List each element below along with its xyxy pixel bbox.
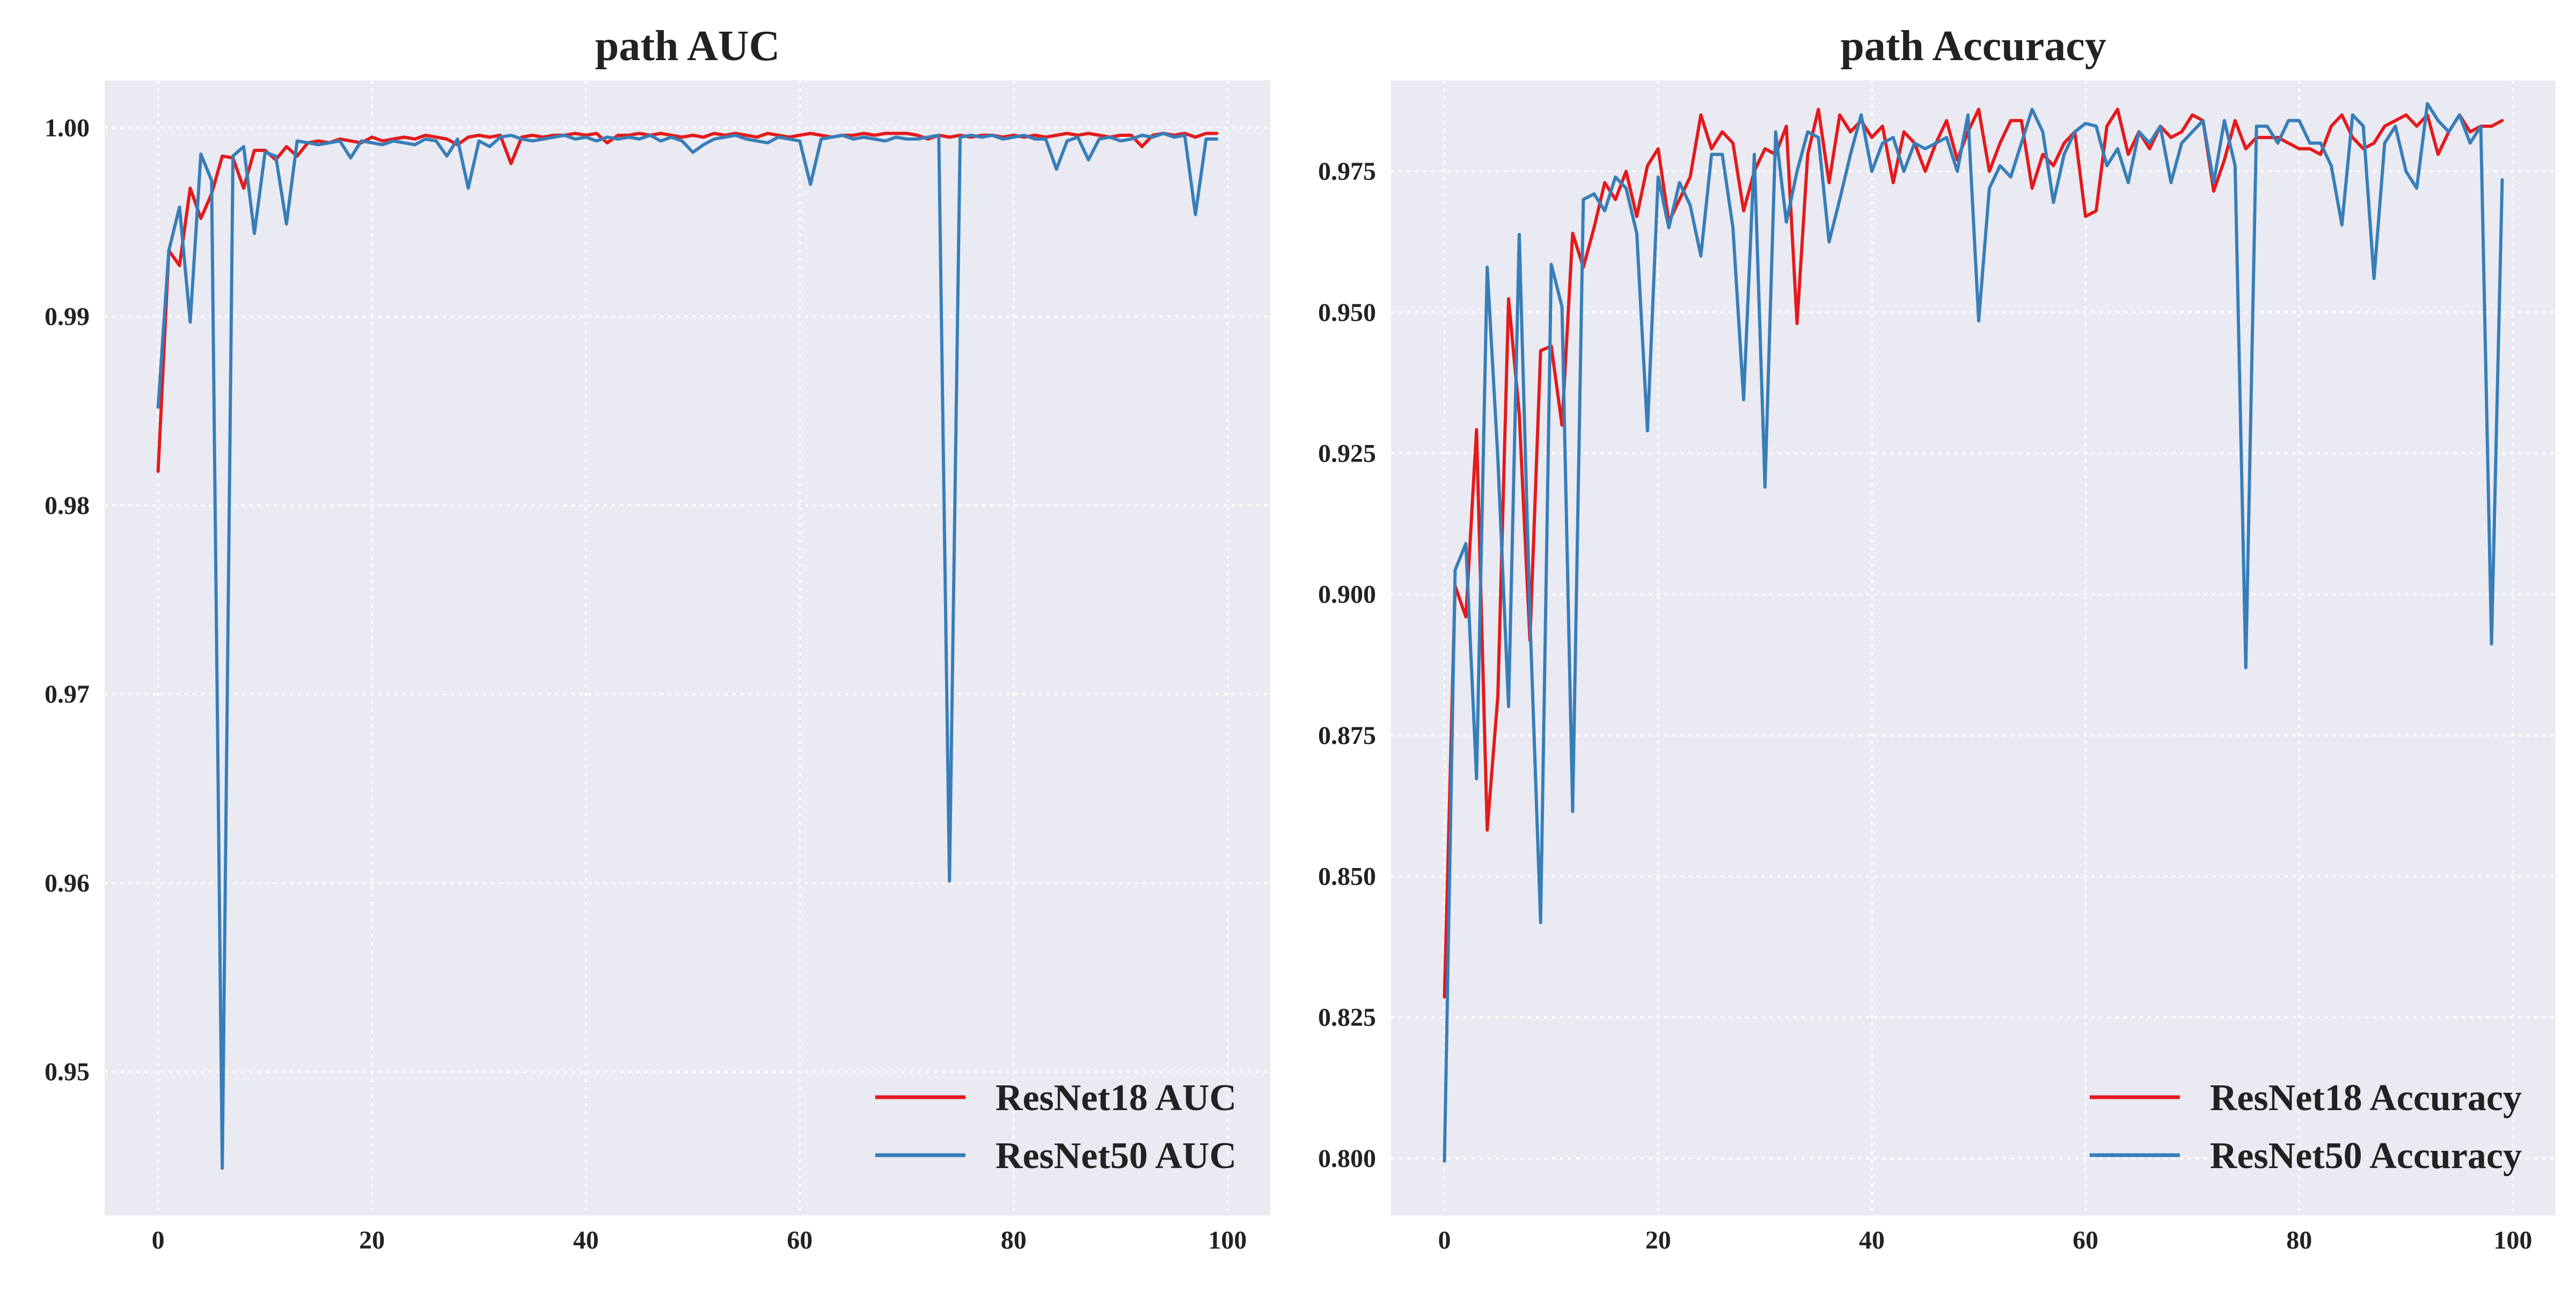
x-tick-label: 0 bbox=[152, 1226, 165, 1254]
legend-label: ResNet50 AUC bbox=[996, 1135, 1236, 1177]
y-tick-label: 0.99 bbox=[45, 303, 90, 331]
series-line-resnet50-auc bbox=[156, 132, 1219, 1170]
x-tick-label: 60 bbox=[787, 1226, 813, 1254]
y-tick-label: 0.850 bbox=[1318, 863, 1376, 891]
legend-label: ResNet18 Accuracy bbox=[2210, 1077, 2522, 1119]
plot-area bbox=[1391, 81, 2556, 1215]
legend-label: ResNet50 Accuracy bbox=[2210, 1135, 2522, 1177]
plot-area bbox=[105, 81, 1270, 1215]
legend: ResNet18 Accuracy ResNet50 Accuracy bbox=[2089, 1077, 2522, 1177]
chart-title: path AUC bbox=[595, 23, 780, 70]
x-tick-label: 100 bbox=[2493, 1226, 2532, 1254]
series-line-resnet18-accuracy bbox=[1443, 107, 2504, 999]
auc-chart-panel: 0 20 40 60 80 100 0.95 0.96 0.97 0.98 0.99 1.00 path… bbox=[45, 23, 1270, 1254]
y-tick-label: 0.97 bbox=[45, 680, 90, 709]
x-tick-label: 40 bbox=[1859, 1226, 1885, 1254]
y-tick-label: 0.950 bbox=[1318, 298, 1376, 327]
x-tick-label: 20 bbox=[359, 1226, 385, 1254]
x-tick-label: 60 bbox=[2073, 1226, 2098, 1254]
y-tick-label: 0.825 bbox=[1318, 1003, 1376, 1032]
chart-title: path Accuracy bbox=[1840, 23, 2106, 70]
y-tick-label: 0.975 bbox=[1318, 157, 1376, 186]
x-tick-label: 20 bbox=[1645, 1226, 1671, 1254]
x-tick-label: 40 bbox=[573, 1226, 599, 1254]
y-tick-label: 0.98 bbox=[45, 491, 90, 520]
x-tick-label: 100 bbox=[1208, 1226, 1247, 1254]
y-tick-label: 0.900 bbox=[1318, 580, 1376, 609]
y-tick-label: 1.00 bbox=[45, 114, 90, 142]
y-tick-label: 0.800 bbox=[1318, 1144, 1376, 1173]
y-tick-label: 0.95 bbox=[45, 1058, 90, 1086]
x-tick-label: 80 bbox=[2286, 1226, 2312, 1254]
legend: ResNet18 AUC ResNet50 AUC bbox=[875, 1077, 1236, 1177]
x-tick-label: 80 bbox=[1001, 1226, 1027, 1254]
y-tick-label: 0.875 bbox=[1318, 721, 1376, 750]
series-line-resnet50-accuracy bbox=[1443, 102, 2504, 1163]
y-tick-label: 0.925 bbox=[1318, 440, 1376, 468]
y-tick-label: 0.96 bbox=[45, 869, 90, 898]
accuracy-chart-panel: 0 20 40 60 80 100 0.800 0.825 0.850 0.875 0.900 0.9… bbox=[1318, 23, 2556, 1254]
x-tick-label: 0 bbox=[1438, 1226, 1451, 1254]
legend-label: ResNet18 AUC bbox=[996, 1077, 1236, 1119]
